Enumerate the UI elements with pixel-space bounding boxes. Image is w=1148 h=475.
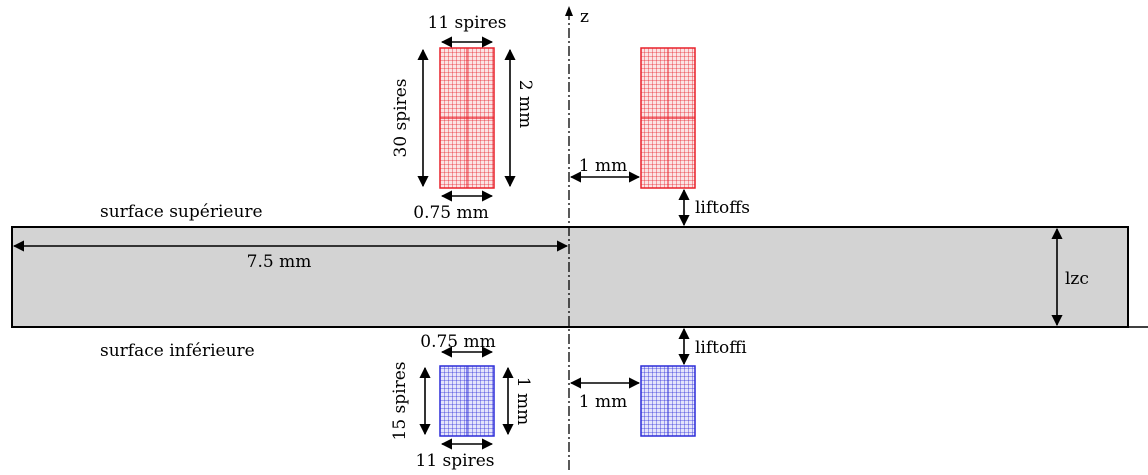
surface-bottom-label: surface inférieure xyxy=(100,341,255,361)
bottom-coil-height-label: 1 mm xyxy=(513,377,533,425)
bottom-coil-width-label: 0.75 mm xyxy=(420,332,496,352)
bottom-coil-radius-label: 1 mm xyxy=(579,392,627,412)
plate-thickness-label: lzc xyxy=(1065,269,1089,289)
conductive-plate xyxy=(11,226,1129,328)
top-turns-horizontal-label: 11 spires xyxy=(428,13,507,33)
plate-half-width-label: 7.5 mm xyxy=(247,252,312,272)
top-coil-width-label: 0.75 mm xyxy=(413,203,489,223)
surface-top-label: surface supérieure xyxy=(100,202,263,222)
z-axis-arrowhead xyxy=(565,6,573,16)
bottom-turns-vertical-label: 15 spires xyxy=(390,362,410,441)
z-axis-label: z xyxy=(580,7,589,27)
top-turns-vertical-label: 30 spires xyxy=(391,79,411,158)
bottom-turns-horizontal-label: 11 spires xyxy=(416,451,495,471)
top-coil-radius-label: 1 mm xyxy=(579,156,627,176)
liftoff-top-label: liftoffs xyxy=(695,198,750,218)
liftoff-bottom-label: liftoffi xyxy=(695,338,747,358)
top-coil-height-label: 2 mm xyxy=(515,80,535,128)
